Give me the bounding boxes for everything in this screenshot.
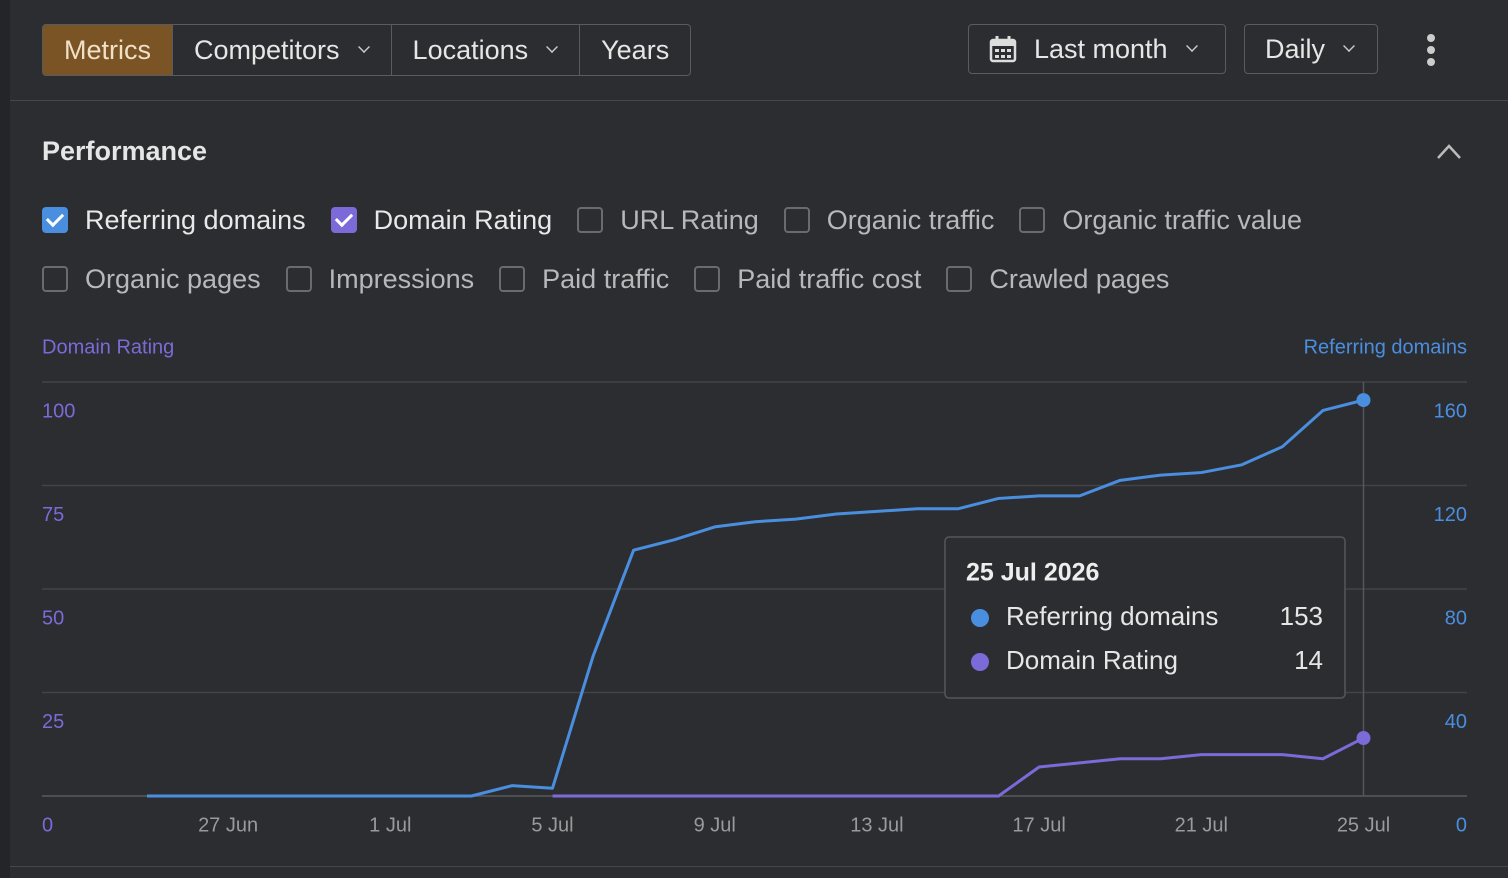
x-tick-label: 1 Jul [369, 814, 411, 836]
metric-label: Organic pages [85, 263, 261, 294]
tooltip: 25 Jul 2026 Referring domains 153 Domain Ra… [944, 536, 1346, 699]
x-tick-label: 25 Jul [1337, 814, 1390, 836]
tooltip-series-name: Referring domains [1006, 601, 1218, 631]
checkbox [42, 266, 68, 292]
tooltip-dot [971, 609, 989, 627]
collapse-icon[interactable] [1437, 144, 1461, 159]
y-tick-label: 100 [42, 400, 75, 422]
chevron [546, 41, 559, 53]
y-axis-label: Domain Rating [42, 336, 174, 358]
metric[interactable]: Organic pages [42, 262, 261, 296]
checkbox [499, 266, 526, 292]
tooltip-value: 153 [1280, 601, 1323, 631]
y-tick-label: 50 [42, 607, 64, 629]
y-tick-label: 0 [42, 814, 53, 836]
tooltip-series-name: Domain Rating [1006, 645, 1178, 675]
metric-label: Impressions [328, 263, 475, 294]
section-title: Performance [42, 136, 208, 166]
metric[interactable]: Paid traffic [499, 262, 669, 296]
tab[interactable]: Locations [390, 25, 580, 75]
metric[interactable]: Paid traffic cost [694, 262, 921, 296]
y-tick-label: 75 [42, 504, 64, 526]
metric-label: Domain Rating [373, 204, 553, 235]
checkbox [783, 207, 810, 233]
date-range-button[interactable]: Last month [968, 24, 1226, 74]
metric-label: Referring domains [85, 204, 306, 235]
series-line [147, 398, 1364, 798]
metric-label: URL Rating [620, 204, 759, 235]
x-tick-label: 13 Jul [850, 814, 903, 836]
x-tick-label: 5 Jul [531, 814, 573, 836]
x-tick-label: 21 Jul [1175, 814, 1228, 836]
metric-label: Crawled pages [989, 263, 1170, 294]
y2-tick-label: 120 [1434, 504, 1467, 526]
metric[interactable]: Domain Rating [330, 203, 553, 237]
separator [10, 866, 1508, 867]
y2-tick-label: 160 [1434, 400, 1467, 422]
metric[interactable]: Crawled pages [946, 262, 1169, 296]
checkbox [946, 266, 973, 292]
hover-point [1356, 393, 1371, 408]
metric-label: Organic traffic value [1062, 204, 1302, 235]
tooltip-title: 25 Jul 2026 [966, 559, 1099, 587]
hover-point [1356, 731, 1371, 746]
metric-list: Referring domains Domain Rating URL Rating… [42, 203, 1472, 296]
tab[interactable]: Years [579, 25, 690, 75]
tooltip-box [944, 536, 1346, 699]
metric-label: Paid traffic cost [737, 263, 922, 294]
separator [10, 100, 1508, 101]
tab-bar: Metrics Competitors Locations Years [42, 24, 692, 76]
y-tick-label: 25 [42, 711, 64, 733]
x-tick-label: 27 Jun [198, 814, 258, 836]
metric[interactable]: URL Rating [577, 203, 759, 237]
metric[interactable]: Referring domains [42, 203, 306, 237]
x-tick-label: 9 Jul [694, 814, 736, 836]
checkbox [1019, 207, 1046, 233]
calendar-icon [989, 36, 1017, 63]
interval-button[interactable]: Daily [1244, 24, 1378, 74]
tab-label: Locations [412, 34, 529, 65]
tab-label: Competitors [194, 34, 340, 65]
checkbox [285, 266, 312, 292]
checkbox [694, 266, 721, 292]
tooltip-value: 14 [1294, 645, 1323, 675]
checkbox [577, 207, 604, 233]
tab[interactable]: Metrics [43, 25, 172, 75]
interval-label: Daily [1265, 33, 1326, 64]
metric[interactable]: Organic traffic [783, 203, 995, 237]
tab-label: Years [601, 34, 670, 65]
metric[interactable]: Impressions [285, 262, 475, 296]
y2-tick-label: 40 [1445, 711, 1467, 733]
metric-label: Organic traffic [826, 204, 995, 235]
checkbox [330, 207, 357, 233]
side-strip [0, 0, 10, 878]
tab[interactable]: Competitors [172, 25, 391, 75]
series-line [552, 736, 1365, 798]
tooltip-dot [971, 653, 989, 671]
metric[interactable]: Organic traffic value [1019, 203, 1302, 237]
kebab-icon[interactable] [1427, 34, 1435, 66]
chevron [357, 41, 370, 53]
date-range-label: Last month [1034, 33, 1168, 64]
chevron [1343, 40, 1355, 52]
metric-label: Paid traffic [542, 263, 670, 294]
checkbox [42, 207, 68, 233]
y2-tick-label: 80 [1445, 607, 1467, 629]
chevron [1185, 40, 1198, 52]
y2-tick-label: 0 [1456, 814, 1467, 836]
y2-axis-label: Referring domains [1304, 336, 1467, 358]
x-tick-label: 17 Jul [1012, 814, 1065, 836]
tab-label: Metrics [64, 34, 151, 65]
